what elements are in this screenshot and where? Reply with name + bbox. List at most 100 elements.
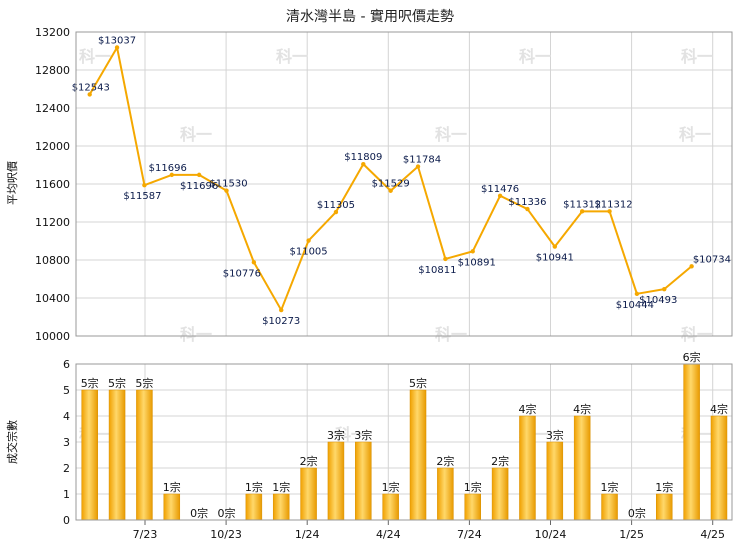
line-series: $12543$13037$11587$11696$11696$11530$107… [72, 35, 731, 327]
watermark-text: 科一 [681, 325, 713, 344]
bar-value-label: 5宗 [135, 376, 153, 390]
line-point [415, 164, 421, 169]
line-point [224, 188, 229, 193]
bar-value-label: 2宗 [300, 454, 318, 468]
watermark-text: 科一 [79, 47, 111, 66]
x-tick-label: 10/24 [535, 528, 567, 541]
bar-value-label: 0宗 [628, 506, 646, 520]
line-point [579, 209, 585, 214]
bar [382, 493, 399, 521]
line-point [552, 244, 558, 249]
bar-value-label: 4宗 [573, 402, 591, 416]
line-value-label: $13037 [98, 35, 136, 46]
line-point [279, 307, 284, 313]
bar [683, 363, 700, 521]
watermark-text: 科一 [435, 125, 467, 144]
bar [519, 415, 536, 521]
line-point [333, 209, 339, 215]
line-value-label: $10444 [616, 300, 654, 311]
line-value-label: $11784 [403, 155, 441, 166]
line-point [689, 264, 694, 269]
bar-value-label: 2宗 [436, 454, 454, 468]
bar-value-label: 1宗 [464, 480, 482, 494]
line-value-label: $11696 [149, 163, 187, 174]
line-value-label: $11587 [123, 191, 161, 202]
bar [546, 441, 564, 521]
bar-value-label: 6宗 [683, 350, 701, 364]
line-point [634, 291, 640, 297]
x-tick-label: 1/24 [295, 528, 320, 541]
bar [355, 441, 372, 521]
watermark-text: 科一 [679, 125, 711, 144]
bottom-y-tick-label: 3 [63, 436, 70, 449]
watermark-text: 科一 [276, 47, 308, 66]
line-point [525, 206, 530, 212]
line-value-label: $11336 [508, 197, 546, 208]
x-tick-label: 4/25 [700, 528, 725, 541]
line-value-label: $10891 [458, 257, 496, 268]
line-point [306, 238, 311, 243]
bottom-y-tick-label: 4 [63, 410, 70, 423]
top-y-tick-label: 10400 [35, 292, 70, 305]
line-point [662, 286, 667, 292]
axes: 10000 10400 10800 11200 11600 12000 12400 12800… [35, 26, 733, 541]
bar-value-label: 1宗 [163, 480, 181, 494]
bar-value-label: 1宗 [272, 480, 290, 494]
top-y-tick-label: 12400 [35, 102, 70, 115]
line-point [443, 256, 448, 262]
bottom-y-tick-label: 1 [63, 488, 70, 501]
bar-value-label: 5宗 [81, 376, 99, 390]
x-tick-label: 1/25 [619, 528, 644, 541]
line-value-label: $11305 [317, 200, 355, 211]
line-value-label: $10776 [223, 268, 261, 279]
bar [656, 493, 673, 521]
line-value-label: $11005 [289, 247, 327, 258]
bar-series: 5宗 5宗 5宗 1宗 0宗 0宗 1宗 1宗 2宗 3宗 3宗 1宗 5宗 2宗 1宗 2宗 4宗 3宗 4宗 1宗… [81, 350, 728, 521]
top-y-tick-label: 12800 [35, 64, 70, 77]
x-tick-label: 7/24 [457, 528, 482, 541]
bar-value-label: 1宗 [655, 480, 673, 494]
x-tick-label: 10/23 [210, 528, 242, 541]
top-y-tick-label: 11200 [35, 216, 70, 229]
x-tick-label: 4/24 [376, 528, 401, 541]
line-point [169, 172, 174, 178]
line-value-label: $10811 [418, 265, 456, 276]
bottom-y-tick-label: 0 [63, 514, 70, 527]
top-y-tick-label: 10800 [35, 254, 70, 267]
watermark-text: 科一 [180, 325, 212, 344]
line-value-label: $12543 [72, 82, 110, 93]
bar-value-label: 3宗 [546, 428, 564, 442]
line-value-label: $11696 [180, 181, 218, 192]
bar [601, 493, 618, 521]
bar-value-label: 2宗 [491, 454, 509, 468]
line-value-label: $11312 [594, 199, 632, 210]
line-value-label: $11530 [209, 179, 247, 190]
bottom-y-tick-label: 6 [63, 358, 70, 371]
bar-value-label: 4宗 [518, 402, 536, 416]
bar [573, 415, 591, 521]
line-value-label: $10493 [639, 295, 677, 306]
line-value-label: $10273 [262, 316, 300, 327]
top-y-tick-label: 11600 [35, 178, 70, 191]
x-tick-label: 7/23 [133, 528, 158, 541]
bar [710, 415, 728, 521]
bar-value-label: 1宗 [245, 480, 263, 494]
watermark-text: 科一 [519, 47, 551, 66]
bar [163, 493, 181, 521]
top-y-tick-label: 12000 [35, 140, 70, 153]
top-y-tick-label: 13200 [35, 26, 70, 39]
line-point [142, 183, 147, 188]
watermark-text: 科一 [435, 325, 467, 344]
line-value-label: $11809 [344, 152, 382, 163]
bar [136, 389, 153, 521]
top-grid [76, 31, 732, 337]
bottom-y-tick-label: 2 [63, 462, 70, 475]
bar [464, 493, 481, 521]
bar [81, 389, 98, 521]
bar [245, 493, 263, 521]
bar [300, 467, 317, 521]
bar-value-label: 3宗 [327, 428, 345, 442]
chart-title: 清水灣半島 - 實用呎價走勢 [286, 8, 454, 25]
bar [437, 467, 454, 521]
